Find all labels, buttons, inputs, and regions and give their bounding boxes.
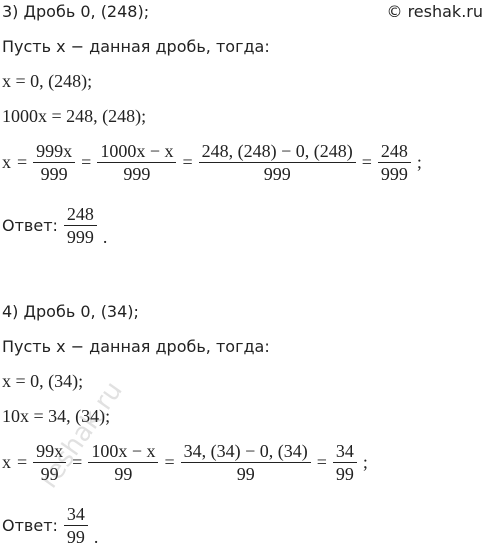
lhs: x [2, 152, 11, 172]
denominator: 99 [114, 464, 133, 484]
relation: = [361, 152, 372, 172]
numerator: 248 [63, 203, 97, 226]
fraction: 999x 999 [33, 140, 76, 185]
numerator: 99x [33, 440, 67, 463]
denominator: 99 [66, 527, 85, 547]
answer: Ответ: 34 99. [2, 503, 98, 548]
denominator: 999 [123, 164, 151, 184]
fraction: 34, (34) − 0, (34) 99 [180, 440, 311, 485]
relation: = [164, 452, 175, 472]
numerator: 999x [33, 140, 76, 163]
end: ; [362, 452, 368, 472]
numerator: 34 [332, 440, 357, 463]
intro: Пусть x − данная дробь, тогда: [2, 337, 270, 356]
math-line: x = 0, (34); [2, 371, 84, 391]
fraction: 34 99 [332, 440, 357, 485]
relation: = [17, 152, 28, 172]
fraction: 248, (248) − 0, (248) 999 [198, 140, 356, 185]
numerator: 1000x − x [97, 140, 177, 163]
relation: = [72, 452, 83, 472]
denominator: 999 [263, 164, 291, 184]
equation: x = 99x 99 = 100x − x 99 = 34, (34) − 0, (34) 99 =… [2, 440, 368, 485]
denominator: 99 [40, 464, 59, 484]
lhs: x [2, 452, 11, 472]
heading: 3) Дробь 0, (248); [2, 2, 150, 21]
denominator: 999 [40, 164, 68, 184]
denominator: 99 [236, 464, 255, 484]
numerator: 248 [377, 140, 411, 163]
math-line: x = 0, (248); [2, 71, 93, 91]
answer: Ответ: 248 999. [2, 203, 107, 248]
fraction: 99x 99 [33, 440, 67, 485]
end: . [93, 527, 99, 547]
heading: 4) Дробь 0, (34); [2, 302, 139, 321]
denominator: 99 [335, 464, 354, 484]
end: ; [416, 152, 422, 172]
answer-fraction: 34 99 [63, 503, 88, 548]
fraction: 248 999 [377, 140, 411, 185]
end: . [102, 227, 108, 247]
relation: = [17, 452, 28, 472]
numerator: 34 [63, 503, 88, 526]
equation: x = 999x 999 = 1000x − x 999 = 248, (248) − 0, (… [2, 140, 422, 185]
numerator: 34, (34) − 0, (34) [180, 440, 311, 463]
relation: = [81, 152, 92, 172]
fraction: 1000x − x 999 [97, 140, 177, 185]
intro: Пусть x − данная дробь, тогда: [2, 37, 270, 56]
math-line: 10x = 34, (34); [2, 406, 111, 426]
relation: = [316, 452, 327, 472]
answer-label: Ответ: [2, 216, 58, 235]
answer-label: Ответ: [2, 516, 58, 535]
math-line: 1000x = 248, (248); [2, 106, 147, 126]
numerator: 100x − x [88, 440, 159, 463]
watermark: © reshak.ru [386, 2, 483, 21]
relation: = [182, 152, 193, 172]
denominator: 999 [66, 227, 94, 247]
denominator: 999 [380, 164, 408, 184]
fraction: 100x − x 99 [88, 440, 159, 485]
numerator: 248, (248) − 0, (248) [198, 140, 356, 163]
answer-fraction: 248 999 [63, 203, 97, 248]
